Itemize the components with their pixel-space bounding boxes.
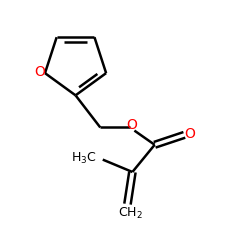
Text: H$_3$C: H$_3$C [71,151,96,166]
Text: O: O [34,65,45,79]
Text: O: O [126,118,137,132]
Text: CH$_2$: CH$_2$ [118,206,142,221]
Text: O: O [184,127,195,141]
